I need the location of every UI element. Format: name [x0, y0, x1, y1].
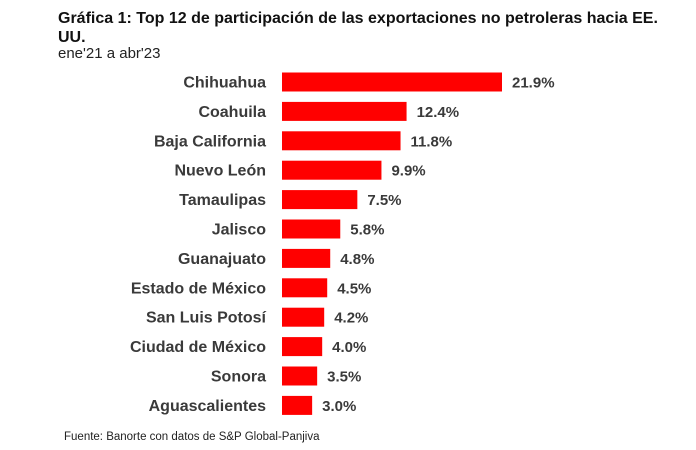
bar — [282, 219, 341, 239]
category-label: Aguascalientes — [149, 398, 266, 415]
chart-subtitle: ene'21 a abr'23 — [58, 45, 161, 62]
bar — [282, 131, 401, 151]
value-label: 4.8% — [340, 251, 374, 268]
value-label: 12.4% — [417, 104, 460, 121]
value-label: 4.5% — [337, 280, 371, 297]
category-label: Sonora — [211, 369, 266, 386]
bar — [282, 160, 382, 180]
category-label: Estado de México — [131, 280, 266, 297]
bar — [282, 190, 358, 210]
category-label: Ciudad de México — [130, 339, 266, 356]
value-label: 4.0% — [332, 339, 366, 356]
value-label: 11.8% — [411, 133, 453, 150]
value-label: 21.9% — [512, 75, 555, 92]
bar — [282, 278, 328, 298]
category-label: Guanajuato — [178, 251, 266, 268]
source-note: Fuente: Banorte con datos de S&P Global-… — [64, 431, 320, 443]
category-label: Jalisco — [212, 222, 266, 239]
bar — [282, 395, 313, 415]
bar — [282, 337, 323, 357]
value-label: 7.5% — [367, 192, 401, 209]
bars-group: Chihuahua 21.9% Coahuila 12.4% Baja Californ… — [130, 72, 555, 415]
value-label: 3.0% — [322, 398, 356, 415]
bar — [282, 248, 331, 268]
value-label: 5.8% — [350, 222, 384, 239]
value-label: 9.9% — [391, 163, 425, 180]
category-label: San Luis Potosí — [146, 310, 267, 327]
category-label: Coahuila — [198, 104, 266, 121]
category-label: Nuevo León — [174, 163, 266, 180]
category-label: Baja California — [154, 133, 266, 150]
bar — [282, 366, 318, 386]
bar — [282, 72, 502, 92]
value-label: 4.2% — [334, 310, 368, 327]
bar — [282, 101, 407, 121]
category-label: Tamaulipas — [179, 192, 266, 209]
bar — [282, 307, 325, 327]
value-label: 3.5% — [327, 369, 361, 386]
chart-title: Gráfica 1: Top 12 de participación de la… — [58, 10, 658, 46]
category-label: Chihuahua — [183, 75, 266, 92]
